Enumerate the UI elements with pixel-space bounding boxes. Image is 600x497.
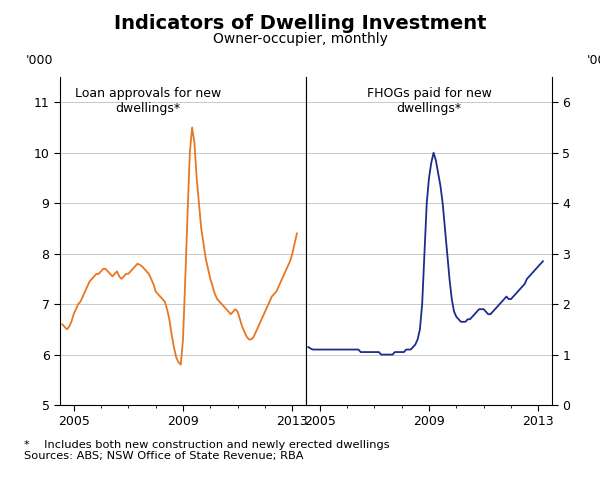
Text: Loan approvals for new
dwellings*: Loan approvals for new dwellings* <box>75 87 221 115</box>
Text: '000: '000 <box>26 54 53 67</box>
Text: Indicators of Dwelling Investment: Indicators of Dwelling Investment <box>114 14 486 33</box>
Text: *    Includes both new construction and newly erected dwellings
Sources: ABS; NS: * Includes both new construction and new… <box>24 440 389 461</box>
Text: FHOGs paid for new
dwellings*: FHOGs paid for new dwellings* <box>367 87 491 115</box>
Text: '000: '000 <box>586 54 600 67</box>
Text: Owner-occupier, monthly: Owner-occupier, monthly <box>212 32 388 46</box>
